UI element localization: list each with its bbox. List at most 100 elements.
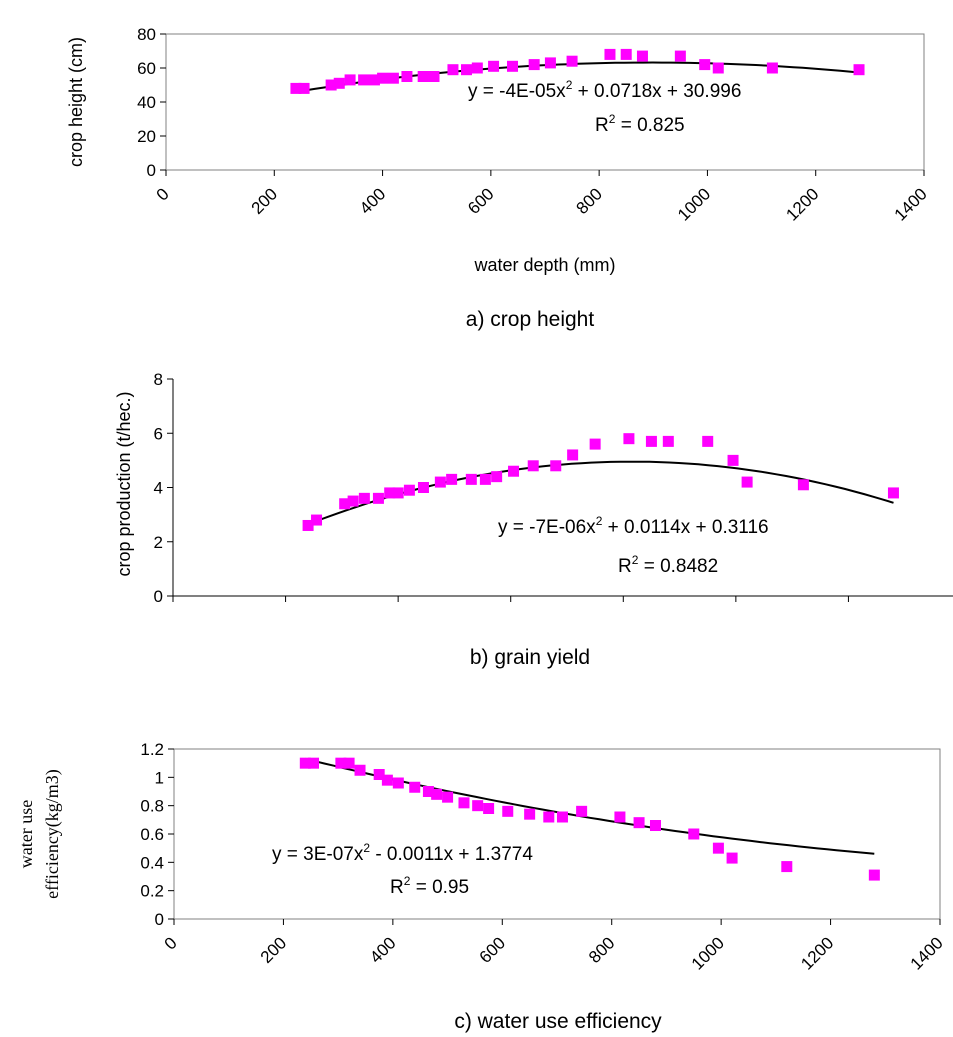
panel-b-data-point: [392, 487, 404, 499]
panel-a-y-tick-label: 80: [137, 25, 156, 44]
panel-c-data-point: [392, 777, 404, 789]
panel-a-x-tick-label: 1200: [782, 184, 822, 224]
panel-a-y-tick-label: 0: [147, 161, 156, 180]
panel-a-data-point: [507, 60, 519, 72]
panel-b-data-point: [702, 435, 714, 447]
panel-a-data-point: [853, 64, 865, 76]
panel-a-data-point: [674, 50, 686, 62]
panel-b-equation: y = -7E-06x2 + 0.0114x + 0.3116: [498, 514, 769, 538]
panel-a-x-tick-label: 400: [356, 184, 389, 217]
panel-c-x-tick-label: 200: [257, 933, 290, 966]
panel-b-data-point: [347, 495, 359, 507]
panel-c-data-point: [576, 805, 588, 817]
panel-a-caption: a) crop height: [466, 308, 595, 331]
panel-b-data-point: [741, 476, 753, 488]
panel-b-y-tick-label: 8: [154, 370, 163, 389]
panel-c-data-point: [381, 774, 393, 786]
panel-c-data-point: [483, 803, 495, 814]
panel-c-y-axis-label-line2: efficiency(kg/m3): [42, 769, 63, 899]
panel-a-x-tick-label: 200: [248, 184, 281, 217]
panel-a-data-point: [712, 62, 724, 74]
panel-a-data-point: [447, 64, 459, 76]
panel-b-data-point: [508, 465, 520, 477]
panel-c-equation: y = 3E-07x2 - 0.0011x + 1.3774: [272, 841, 533, 865]
panel-a-data-point: [488, 60, 500, 72]
panel-c-y-tick-label: 0.6: [140, 825, 164, 844]
panel-c-data-point: [343, 757, 355, 769]
panel-c-data-point: [299, 757, 311, 769]
panel-a-data-point: [428, 71, 440, 82]
panel-c-y-axis-label-line1: water use: [16, 800, 36, 868]
panel-c-data-point: [649, 820, 661, 831]
panel-b-y-tick-label: 4: [154, 479, 163, 498]
panel-c-data-point: [431, 788, 443, 800]
panel-a-data-point: [358, 74, 370, 86]
panel-c-data-point: [422, 786, 434, 797]
panel-a-x-tick-label: 600: [464, 184, 497, 217]
panel-a-data-point: [333, 77, 345, 89]
panel-a-equation: y = -4E-05x2 + 0.0718x + 30.996: [468, 78, 741, 102]
panel-b-y-tick-label: 2: [154, 533, 163, 552]
panel-b-data-point: [887, 487, 899, 499]
panel-c-x-tick-label: 600: [476, 933, 509, 966]
panel-c-caption: c) water use efficiency: [454, 1010, 662, 1033]
panel-b-data-point: [491, 471, 503, 483]
panel-c-x-tick-label: 1000: [688, 933, 728, 973]
panel-a-data-point: [387, 72, 399, 84]
panel-c-data-point: [354, 764, 366, 776]
panel-c-y-tick-label: 0.2: [140, 882, 164, 901]
panel-c-data-point: [335, 757, 347, 769]
panel-a-data-point: [368, 74, 380, 86]
panel-a-y-tick-label: 40: [137, 93, 156, 112]
panel-b-data-point: [446, 473, 458, 485]
panel-b-data-point: [550, 460, 562, 472]
panel-a-data-point: [460, 64, 472, 76]
panel-a-data-point: [401, 71, 413, 82]
panel-b-data-point: [358, 492, 370, 504]
panel-b-data-point: [567, 449, 579, 461]
panel-b-data-point: [302, 519, 314, 531]
panel-c-data-point: [458, 797, 470, 809]
panel-a-data-point: [325, 79, 337, 91]
panel-a-data-point: [471, 62, 483, 74]
panel-c-y-tick-label: 0.4: [140, 853, 164, 872]
panel-b-r-squared: R2 = 0.8482: [618, 553, 718, 577]
panel-a-data-point: [377, 72, 389, 84]
panel-b-data-point: [527, 460, 539, 472]
panel-c-data-point: [712, 842, 724, 854]
panel-a-data-point: [528, 59, 540, 71]
panel-b-data-point: [403, 484, 415, 496]
panel-c-data-point: [726, 852, 738, 864]
panel-b-grain-yield: 0 2 4 6 8 y = -7E-06x2 + 0.0114x + 0.3116 R2…: [114, 370, 953, 669]
panel-b-data-point: [384, 487, 396, 499]
panel-a-x-axis-label: water depth (mm): [473, 255, 615, 275]
panel-c-water-use-efficiency: 0 0.2 0.4 0.6 0.8 1 1.2 0 200 400 600 800 1000 1200 1…: [16, 740, 947, 1033]
panel-a-data-point: [699, 59, 711, 71]
panel-c-data-point: [614, 811, 626, 823]
panel-b-data-point: [727, 454, 739, 466]
panel-c-data-point: [781, 861, 793, 873]
panel-a-x-tick-label: 800: [572, 184, 605, 217]
panel-c-data-point: [688, 828, 700, 840]
panel-b-data-point: [465, 473, 477, 485]
panel-b-caption: b) grain yield: [470, 646, 590, 669]
panel-b-data-point: [417, 482, 429, 493]
panel-b-y-axis-label: crop production (t/hec.): [114, 391, 134, 576]
panel-a-y-axis-label: crop height (cm): [66, 37, 86, 167]
panel-a-data-point: [766, 62, 778, 74]
panel-a-y-tick-label: 60: [137, 59, 156, 78]
panel-c-x-tick-label: 1200: [797, 933, 837, 973]
panel-a-data-point: [636, 50, 648, 62]
panel-a-data-point: [604, 48, 616, 60]
panel-a-y-tick-label: 20: [137, 127, 156, 146]
panel-c-x-tick-label: 400: [366, 933, 399, 966]
panel-c-data-point: [373, 769, 385, 780]
panel-b-data-point: [479, 473, 491, 485]
panel-b-y-tick-label: 0: [154, 587, 163, 606]
panel-a-crop-height: 0 20 40 60 80 0 200 400 600 800 1000 1200 1400 y = …: [66, 25, 931, 331]
panel-b-data-point: [623, 433, 635, 445]
panel-c-plot-area: [173, 748, 941, 920]
panel-c-r-squared: R2 = 0.95: [390, 874, 469, 898]
panel-c-data-point: [442, 791, 454, 803]
panel-c-data-point: [543, 811, 555, 823]
